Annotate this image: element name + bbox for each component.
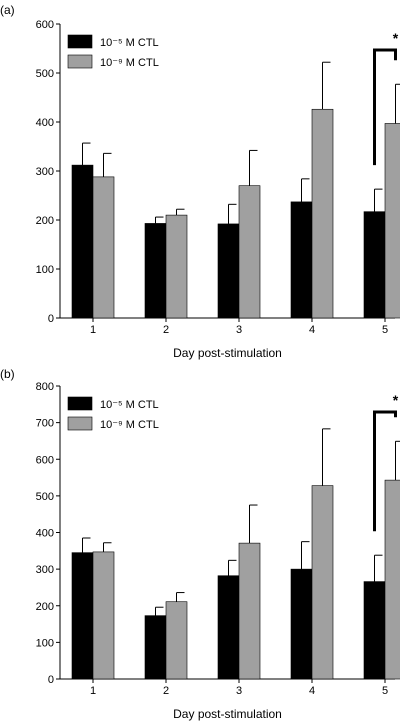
bar-series1-day4 — [290, 201, 313, 319]
x-axis-title: Day post-stimulation — [173, 346, 282, 360]
bar-series1-day4 — [290, 568, 313, 680]
bar-series2-day1 — [92, 176, 115, 319]
bar-series2-day2 — [165, 601, 188, 680]
x-tick-label: 5 — [382, 685, 388, 697]
bar-series2-day1 — [92, 551, 115, 680]
bar-series2-day3 — [238, 542, 261, 680]
bar-series2-day4 — [311, 108, 334, 319]
bar-series2-day5 — [384, 479, 400, 680]
panel-label: (b) — [0, 367, 15, 381]
bar-series2-day2 — [165, 214, 188, 319]
x-tick-label: 1 — [90, 324, 96, 336]
y-tick-label: 0 — [48, 313, 54, 325]
chart-panel-b: (b) 0 100 200 300 400 500 600 700 800 1 2 3 4 5 Day pos… — [0, 367, 400, 721]
x-tick-label: 4 — [309, 324, 315, 336]
bar-series2-day5 — [384, 123, 400, 319]
bar-series1-day5 — [363, 211, 386, 319]
legend-label: 10⁻⁹ M CTL — [100, 419, 159, 431]
y-tick-label: 300 — [36, 166, 54, 178]
y-tick-label: 300 — [36, 564, 54, 576]
bar-series1-day1 — [71, 164, 94, 319]
significance-bracket — [373, 410, 397, 532]
legend-label: 10⁻⁵ M CTL — [100, 37, 159, 49]
y-tick-label: 0 — [48, 674, 54, 686]
x-tick-label: 3 — [236, 685, 242, 697]
y-tick-label: 400 — [36, 528, 54, 540]
x-axis-title: Day post-stimulation — [173, 707, 282, 721]
bar-series2-day3 — [238, 185, 261, 319]
y-tick-label: 600 — [36, 454, 54, 466]
x-tick-label: 2 — [163, 685, 169, 697]
legend-swatch — [67, 396, 93, 411]
y-tick-label: 400 — [36, 117, 54, 129]
y-tick-label: 500 — [36, 68, 54, 80]
legend-swatch — [67, 416, 93, 431]
y-tick-label: 800 — [36, 381, 54, 393]
legend-swatch — [67, 54, 93, 69]
chart-panel-a: (a) 0 100 200 300 400 500 600 1 2 3 4 5 Day post-stim… — [0, 3, 400, 360]
panel-label: (a) — [0, 3, 15, 17]
significance-star: * — [393, 30, 399, 46]
y-tick-label: 200 — [36, 601, 54, 613]
y-tick-label: 600 — [36, 19, 54, 31]
x-tick-label: 3 — [236, 324, 242, 336]
legend-label: 10⁻⁵ M CTL — [100, 399, 159, 411]
x-tick-label: 4 — [309, 685, 315, 697]
significance-bracket — [373, 48, 397, 166]
bar-series1-day1 — [71, 552, 94, 680]
bar-series1-day2 — [144, 615, 167, 680]
legend-swatch — [67, 34, 93, 49]
bar-series1-day2 — [144, 223, 167, 319]
y-tick-label: 500 — [36, 491, 54, 503]
legend-label: 10⁻⁹ M CTL — [100, 57, 159, 69]
bar-series1-day3 — [217, 223, 240, 319]
y-tick-label: 200 — [36, 215, 54, 227]
y-tick-label: 100 — [36, 637, 54, 649]
x-tick-label: 5 — [382, 324, 388, 336]
bar-series2-day4 — [311, 485, 334, 680]
significance-star: * — [393, 392, 399, 408]
x-tick-label: 2 — [163, 324, 169, 336]
x-tick-label: 1 — [90, 685, 96, 697]
y-tick-label: 700 — [36, 418, 54, 430]
bar-series1-day3 — [217, 575, 240, 680]
bar-series1-day5 — [363, 581, 386, 680]
y-tick-label: 100 — [36, 264, 54, 276]
